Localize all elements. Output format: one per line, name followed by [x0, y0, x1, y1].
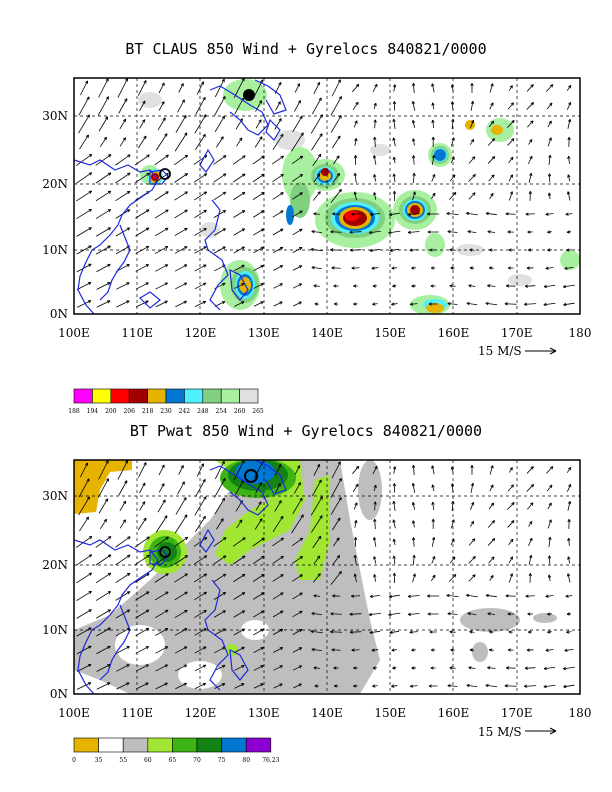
- panel2-lat-labels: 0N 10N 20N 30N: [42, 489, 68, 701]
- panel1-ref-vector-label: 15 M/S: [478, 344, 522, 358]
- lon-label: 160E: [438, 706, 470, 720]
- colorbar-label: 218: [142, 408, 154, 415]
- colorbar-swatch: [147, 737, 173, 753]
- panel2-gyre-markers: [159, 469, 258, 558]
- gyre-marker-2: [243, 89, 255, 101]
- panel1-wind-vectors: [75, 78, 575, 308]
- colorbar-swatch: [98, 737, 124, 753]
- panel2-wind-vectors: [75, 460, 575, 690]
- colorbar-label: 0: [72, 757, 76, 764]
- gyre-marker-1: [159, 546, 171, 558]
- colorbar-label: 254: [215, 408, 227, 415]
- lon-label: 120E: [185, 706, 217, 720]
- colorbar-label: 70: [193, 757, 201, 764]
- panel2-colorbar: 0 35 55 60 65 70 75 80 76.23: [72, 737, 280, 764]
- lat-label: 20N: [42, 558, 68, 572]
- lon-label: 170E: [501, 706, 533, 720]
- panel1-gridlines: [74, 78, 580, 314]
- panel2-ref-vector-label: 15 M/S: [478, 725, 522, 739]
- colorbar-label: 200: [105, 408, 117, 415]
- lon-label: 130E: [248, 326, 280, 340]
- lon-label: 110E: [121, 326, 153, 340]
- colorbar-label: 248: [197, 408, 209, 415]
- lon-label: 180: [569, 326, 592, 340]
- lat-label: 10N: [42, 623, 68, 637]
- panel1-map: 0N 10N 20N 30N 100E 110E 120E 130E 140E 150E 160E…: [42, 77, 591, 415]
- colorbar-label: 35: [95, 757, 103, 764]
- lat-label: 10N: [42, 243, 68, 257]
- lon-label: 110E: [121, 706, 153, 720]
- lon-label: 100E: [58, 326, 90, 340]
- panel2-title: BT Pwat 850 Wind + Gyrelocs 840821/0000: [129, 422, 483, 440]
- colorbar-label: 76.23: [262, 757, 279, 764]
- colorbar-label: 242: [179, 408, 191, 415]
- lon-label: 170E: [501, 326, 533, 340]
- panel1-frame: [73, 77, 581, 315]
- lon-label: 140E: [311, 326, 343, 340]
- panel2-frame: [73, 459, 581, 695]
- colorbar-label: 65: [169, 757, 177, 764]
- panel1-lat-labels: 0N 10N 20N 30N: [42, 109, 68, 321]
- lat-label: 0N: [50, 307, 68, 321]
- colorbar-label: 75: [218, 757, 226, 764]
- panel1-coastlines: [74, 79, 287, 314]
- panel2-gridlines: [74, 460, 580, 694]
- lon-label: 150E: [374, 706, 406, 720]
- colorbar-swatch: [122, 737, 149, 753]
- gyre-marker-1: [159, 168, 171, 180]
- panel2-map: 0N 10N 20N 30N 100E 110E 120E 130E 140E 150E 160E…: [42, 459, 591, 764]
- colorbar-swatch: [196, 737, 222, 753]
- lon-label: 140E: [311, 706, 343, 720]
- lon-label: 120E: [185, 326, 217, 340]
- colorbar-swatch: [73, 737, 99, 753]
- colorbar-label: 265: [252, 408, 264, 415]
- colorbar-label: 194: [87, 408, 99, 415]
- colorbar-label: 206: [123, 408, 135, 415]
- panel1-gyre-markers: [159, 89, 255, 180]
- colorbar-label: 60: [144, 757, 152, 764]
- colorbar-swatch: [239, 388, 259, 404]
- lat-label: 30N: [42, 109, 68, 123]
- gyre-marker-2: [244, 469, 258, 483]
- colorbar-label: 80: [242, 757, 250, 764]
- lat-label: 20N: [42, 177, 68, 191]
- colorbar-label: 55: [119, 757, 127, 764]
- colorbar-swatch: [172, 737, 198, 753]
- lon-label: 180: [569, 706, 592, 720]
- colorbar-swatch: [245, 737, 272, 753]
- lon-label: 160E: [438, 326, 470, 340]
- panel2-pwat-fields: [74, 460, 557, 694]
- colorbar-label: 260: [234, 408, 246, 415]
- panel1-lon-labels: 100E 110E 120E 130E 140E 150E 160E 170E 180: [58, 326, 591, 340]
- panel1-title: BT CLAUS 850 Wind + Gyrelocs 840821/0000: [125, 40, 487, 58]
- colorbar-label: 230: [160, 408, 172, 415]
- colorbar-swatch: [221, 737, 247, 753]
- colorbar-label: 188: [68, 408, 80, 415]
- panel1-cloud-fields: [138, 79, 580, 314]
- panel2-lon-labels: 100E 110E 120E 130E 140E 150E 160E 170E 180: [58, 706, 591, 720]
- lat-label: 30N: [42, 489, 68, 503]
- lon-label: 130E: [248, 706, 280, 720]
- lat-label: 0N: [50, 687, 68, 701]
- lon-label: 150E: [374, 326, 406, 340]
- panel1-colorbar: 188 194 200 206 218 230 242 248 254 260 265: [68, 388, 264, 415]
- lon-label: 100E: [58, 706, 90, 720]
